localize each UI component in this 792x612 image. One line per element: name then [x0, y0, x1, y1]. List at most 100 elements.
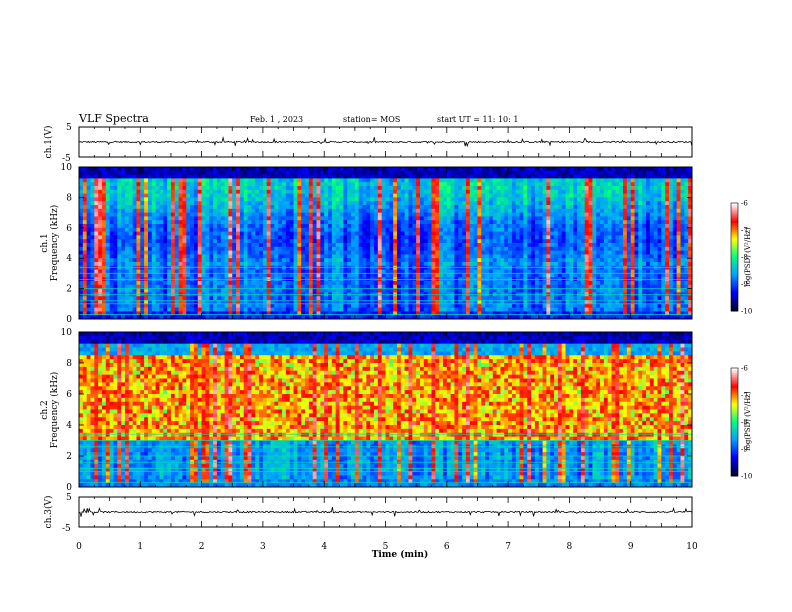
- spectrogram-cell: [301, 212, 306, 217]
- spectrogram-cell: [79, 178, 84, 183]
- spectrogram-cell: [377, 273, 383, 278]
- spectrogram-cell: [282, 212, 287, 217]
- spectrogram-cell: [473, 265, 478, 270]
- spectrogram-cell: [534, 265, 540, 270]
- spectrogram-cell: [481, 189, 486, 194]
- spectrogram-cell: [236, 212, 241, 217]
- spectrogram-cell: [174, 189, 180, 194]
- spectrogram-cell: [339, 193, 344, 198]
- spectrogram-cell: [90, 167, 95, 172]
- spectrogram-cell: [511, 296, 517, 301]
- spectrogram-cell: [408, 315, 413, 320]
- spectrogram-cell: [109, 227, 114, 232]
- spectrogram-cell: [515, 311, 520, 316]
- spectrogram-cell: [538, 303, 543, 308]
- spectrogram-cell: [266, 262, 271, 267]
- spectrogram-cell: [132, 284, 137, 289]
- spectrogram-cell: [86, 231, 91, 236]
- spectrogram-cell: [431, 250, 436, 255]
- spectrogram-cell: [243, 212, 248, 217]
- spectrogram-cell: [339, 300, 344, 305]
- spectrogram-cell: [178, 307, 183, 312]
- spectrogram-cell: [385, 189, 390, 194]
- spectrogram-cell: [538, 284, 543, 289]
- spectrogram-cell: [289, 300, 294, 305]
- spectrogram-cell: [121, 170, 126, 175]
- spectrogram-cell: [477, 220, 482, 225]
- spectrogram-cell: [519, 189, 524, 194]
- spectrogram-cell: [121, 300, 126, 305]
- spectrogram-cell: [308, 208, 314, 213]
- spectrogram-cell: [136, 315, 141, 320]
- spectrogram-cell: [374, 201, 379, 206]
- spectrogram-cell: [454, 315, 459, 320]
- spectrogram-cell: [488, 243, 494, 248]
- spectrogram-cell: [151, 243, 157, 248]
- spectrogram-cell: [400, 254, 406, 259]
- spectrogram-cell: [216, 239, 222, 244]
- spectrogram-cell: [416, 288, 421, 293]
- spectrogram-cell: [308, 300, 314, 305]
- spectrogram-cell: [531, 265, 536, 270]
- spectrogram-cell: [312, 288, 317, 293]
- spectrogram-cell: [534, 186, 540, 191]
- spectrogram-cell: [492, 178, 497, 183]
- spectrogram-cell: [255, 300, 260, 305]
- spectrogram-cell: [446, 250, 452, 255]
- spectrogram-cell: [320, 311, 325, 316]
- spectrogram-cell: [504, 224, 509, 229]
- spectrogram-cell: [465, 174, 471, 179]
- spectrogram-cell: [393, 288, 398, 293]
- spectrogram-cell: [404, 231, 409, 236]
- spectrogram-cell: [255, 231, 260, 236]
- spectrogram-cell: [293, 265, 298, 270]
- spectrogram-cell: [190, 227, 195, 232]
- spectrogram-cell: [109, 167, 114, 172]
- spectrogram-cell: [178, 239, 183, 244]
- spectrogram-cell: [109, 265, 114, 270]
- spectrogram-cell: [316, 201, 321, 206]
- spectrogram-cell: [140, 212, 145, 217]
- spectrogram-cell: [374, 239, 379, 244]
- spectrogram-cell: [140, 235, 145, 240]
- spectrogram-cell: [90, 284, 95, 289]
- spectrogram-cell: [132, 231, 137, 236]
- spectrogram-cell: [205, 186, 210, 191]
- spectrogram-cell: [354, 284, 360, 289]
- spectrogram-cell: [531, 296, 536, 301]
- spectrogram-cell: [511, 262, 517, 267]
- spectrogram-cell: [546, 224, 551, 229]
- spectrogram-cell: [159, 220, 164, 225]
- spectrogram-cell: [339, 178, 344, 183]
- spectrogram-cell: [416, 231, 421, 236]
- spectrogram-cell: [542, 296, 547, 301]
- spectrogram-cell: [374, 262, 379, 267]
- spectrogram-cell: [492, 265, 497, 270]
- spectrogram-cell: [178, 246, 183, 251]
- spectrogram-cell: [262, 284, 268, 289]
- spectrogram-cell: [324, 216, 329, 221]
- spectrogram-cell: [534, 284, 540, 289]
- spectrogram-cell: [515, 208, 520, 213]
- spectrogram-cell: [128, 174, 134, 179]
- spectrogram-cell: [163, 170, 168, 175]
- spectrogram-cell: [458, 254, 463, 259]
- spectrogram-cell: [121, 189, 126, 194]
- spectrogram-cell: [170, 189, 176, 194]
- spectrogram-cell: [220, 311, 225, 316]
- spectrogram-cell: [446, 197, 452, 202]
- spectrogram-cell: [469, 167, 475, 172]
- spectrogram-cell: [527, 284, 532, 289]
- spectrogram-cell: [247, 186, 252, 191]
- spectrogram-cell: [232, 231, 237, 236]
- spectrogram-cell: [105, 231, 111, 236]
- spectrogram-cell: [197, 315, 202, 320]
- spectrogram-cell: [400, 288, 406, 293]
- spectrogram-cell: [320, 193, 325, 198]
- spectrogram-cell: [186, 269, 191, 274]
- spectrogram-cell: [147, 178, 153, 183]
- spectrogram-cell: [285, 311, 291, 316]
- spectrogram-cell: [377, 186, 383, 191]
- spectrogram-cell: [500, 186, 505, 191]
- spectrogram-cell: [511, 288, 517, 293]
